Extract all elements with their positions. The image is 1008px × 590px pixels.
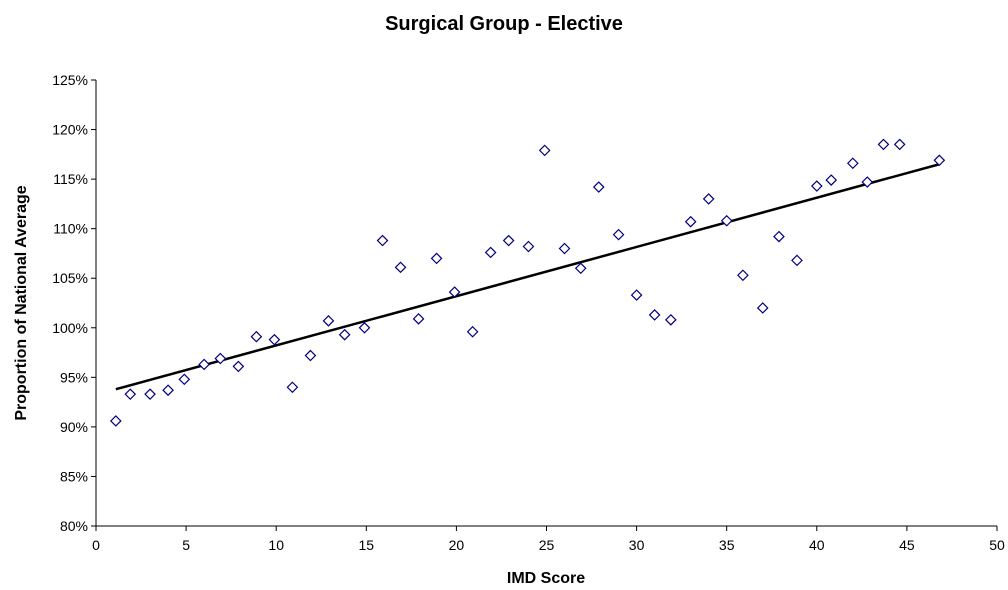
x-tick-label: 35 [719, 537, 735, 553]
data-point [791, 254, 803, 267]
data-point [877, 138, 890, 151]
data-point [412, 313, 425, 325]
data-point [484, 246, 497, 259]
data-point [322, 314, 335, 327]
data-point [825, 174, 838, 186]
trendline-group [115, 163, 940, 391]
data-point [109, 415, 122, 427]
data-point [358, 321, 371, 334]
data-point [250, 330, 263, 343]
y-tick-label: 90% [60, 419, 88, 435]
y-tick-label: 95% [60, 369, 88, 385]
data-point [124, 388, 137, 401]
data-point [232, 360, 245, 373]
y-tick-label: 110% [53, 221, 88, 237]
y-tick-label: 85% [60, 468, 88, 484]
y-tick-label: 115% [53, 171, 88, 187]
data-point [214, 352, 227, 365]
y-axis-ticks: 80% 85% 90% 95% 100% 105% 110% 115% 120% 125% [52, 72, 96, 534]
x-tick-label: 50 [989, 537, 1005, 553]
x-tick-label: 30 [629, 537, 645, 553]
chart-title: Surgical Group - Elective [385, 13, 623, 35]
data-point [846, 157, 859, 170]
data-point [664, 314, 677, 326]
data-point [430, 252, 443, 265]
x-tick-label: 25 [539, 537, 555, 553]
data-point [933, 154, 946, 167]
data-point [538, 144, 551, 157]
data-point [162, 384, 174, 397]
data-point [198, 358, 210, 371]
data-point [592, 181, 605, 193]
data-point [394, 261, 407, 274]
data-point [684, 215, 697, 228]
x-tick-label: 10 [268, 537, 284, 553]
data-point [720, 214, 733, 227]
data-point [466, 325, 479, 338]
data-point [861, 176, 874, 188]
y-tick-label: 100% [52, 320, 88, 336]
data-point [304, 349, 317, 362]
y-tick-label: 105% [52, 270, 88, 286]
data-point [756, 302, 769, 314]
data-point [702, 193, 715, 205]
data-point [338, 328, 351, 341]
trendline [115, 163, 940, 391]
data-point [268, 333, 281, 346]
y-axis-label: Proportion of National Average [13, 185, 30, 420]
data-points [109, 138, 946, 427]
x-tick-label: 45 [899, 537, 915, 553]
data-point [773, 230, 785, 243]
x-axis-label: IMD Score [507, 570, 585, 587]
x-tick-label: 15 [359, 537, 375, 553]
y-tick-label: 120% [52, 122, 88, 138]
y-tick-label: 80% [60, 518, 88, 534]
data-point [574, 262, 587, 275]
data-point [448, 286, 461, 298]
data-point [286, 381, 299, 394]
data-point [810, 180, 823, 192]
x-tick-label: 0 [92, 537, 100, 553]
data-point [522, 240, 535, 253]
data-point [376, 234, 389, 247]
data-point [178, 373, 191, 386]
x-tick-label: 40 [809, 537, 825, 553]
data-point [558, 242, 571, 255]
x-tick-label: 20 [449, 537, 465, 553]
y-tick-label: 125% [52, 72, 88, 88]
data-point [737, 269, 749, 282]
data-point [502, 234, 515, 247]
data-point [630, 289, 643, 301]
x-axis-ticks: 0 5 10 15 20 25 30 35 40 45 50 [92, 526, 1005, 553]
data-point [648, 309, 661, 321]
data-point [893, 138, 906, 151]
data-point [144, 388, 156, 401]
data-point [612, 228, 625, 241]
x-tick-label: 5 [182, 537, 190, 553]
